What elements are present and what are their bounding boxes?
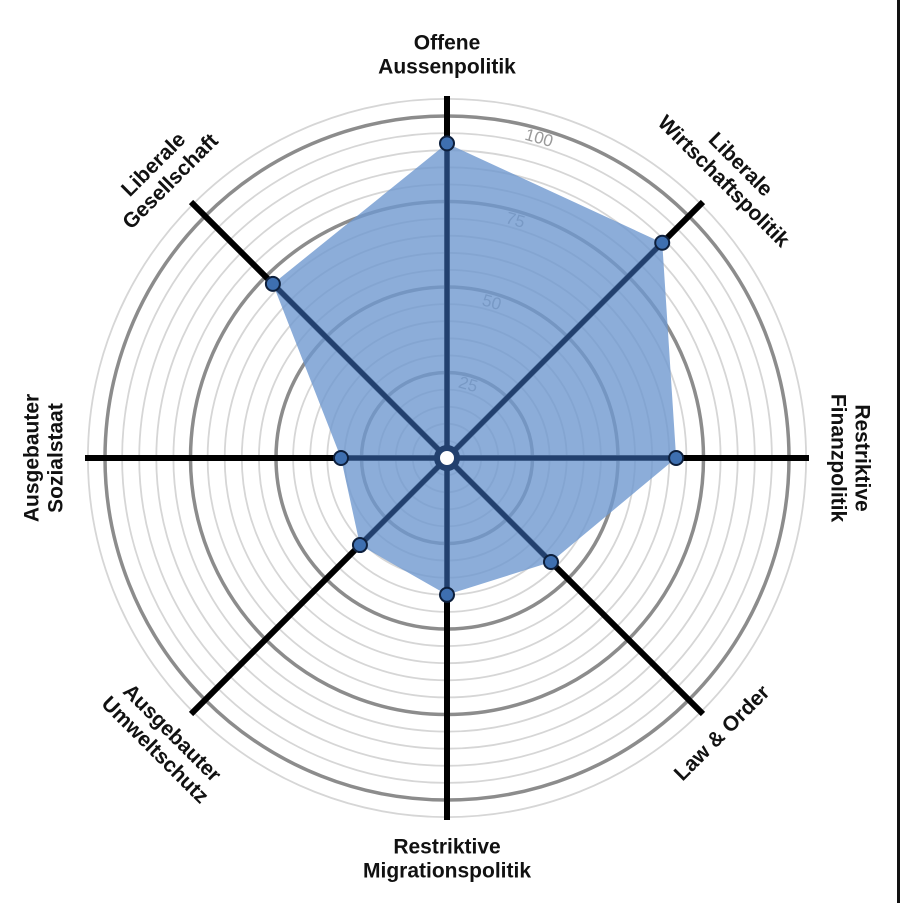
data-point [332, 450, 349, 466]
data-point [668, 450, 685, 466]
data-point [654, 234, 671, 251]
axis-label: Ausgebauter [21, 394, 44, 522]
axis-label: Migrationspolitik [363, 860, 531, 883]
axis-label: Restriktive [850, 404, 873, 511]
data-area-polygon [272, 143, 677, 595]
axis-label: Sozialstaat [45, 403, 68, 513]
center-dot [434, 445, 460, 471]
axis-label-group: Ausgebauter Sozialstaat [21, 394, 68, 522]
data-point [264, 275, 281, 292]
axis-label: Aussenpolitik [378, 56, 516, 79]
data-line [445, 456, 553, 564]
data-lines [271, 143, 677, 595]
data-line [445, 241, 664, 460]
tick-label: 100 [523, 125, 556, 151]
axis-label: Restriktive [393, 836, 500, 859]
axis-label: Finanzpolitik [826, 394, 849, 523]
right-border [897, 0, 900, 903]
center-marker [434, 445, 460, 471]
data-point [439, 135, 455, 152]
data-line [271, 282, 449, 460]
data-line [358, 456, 449, 547]
data-area [272, 143, 677, 595]
data-point [439, 586, 455, 603]
data-points [264, 135, 685, 603]
axis-label: Offene [414, 32, 481, 55]
data-point [542, 553, 559, 570]
data-point [351, 537, 368, 554]
